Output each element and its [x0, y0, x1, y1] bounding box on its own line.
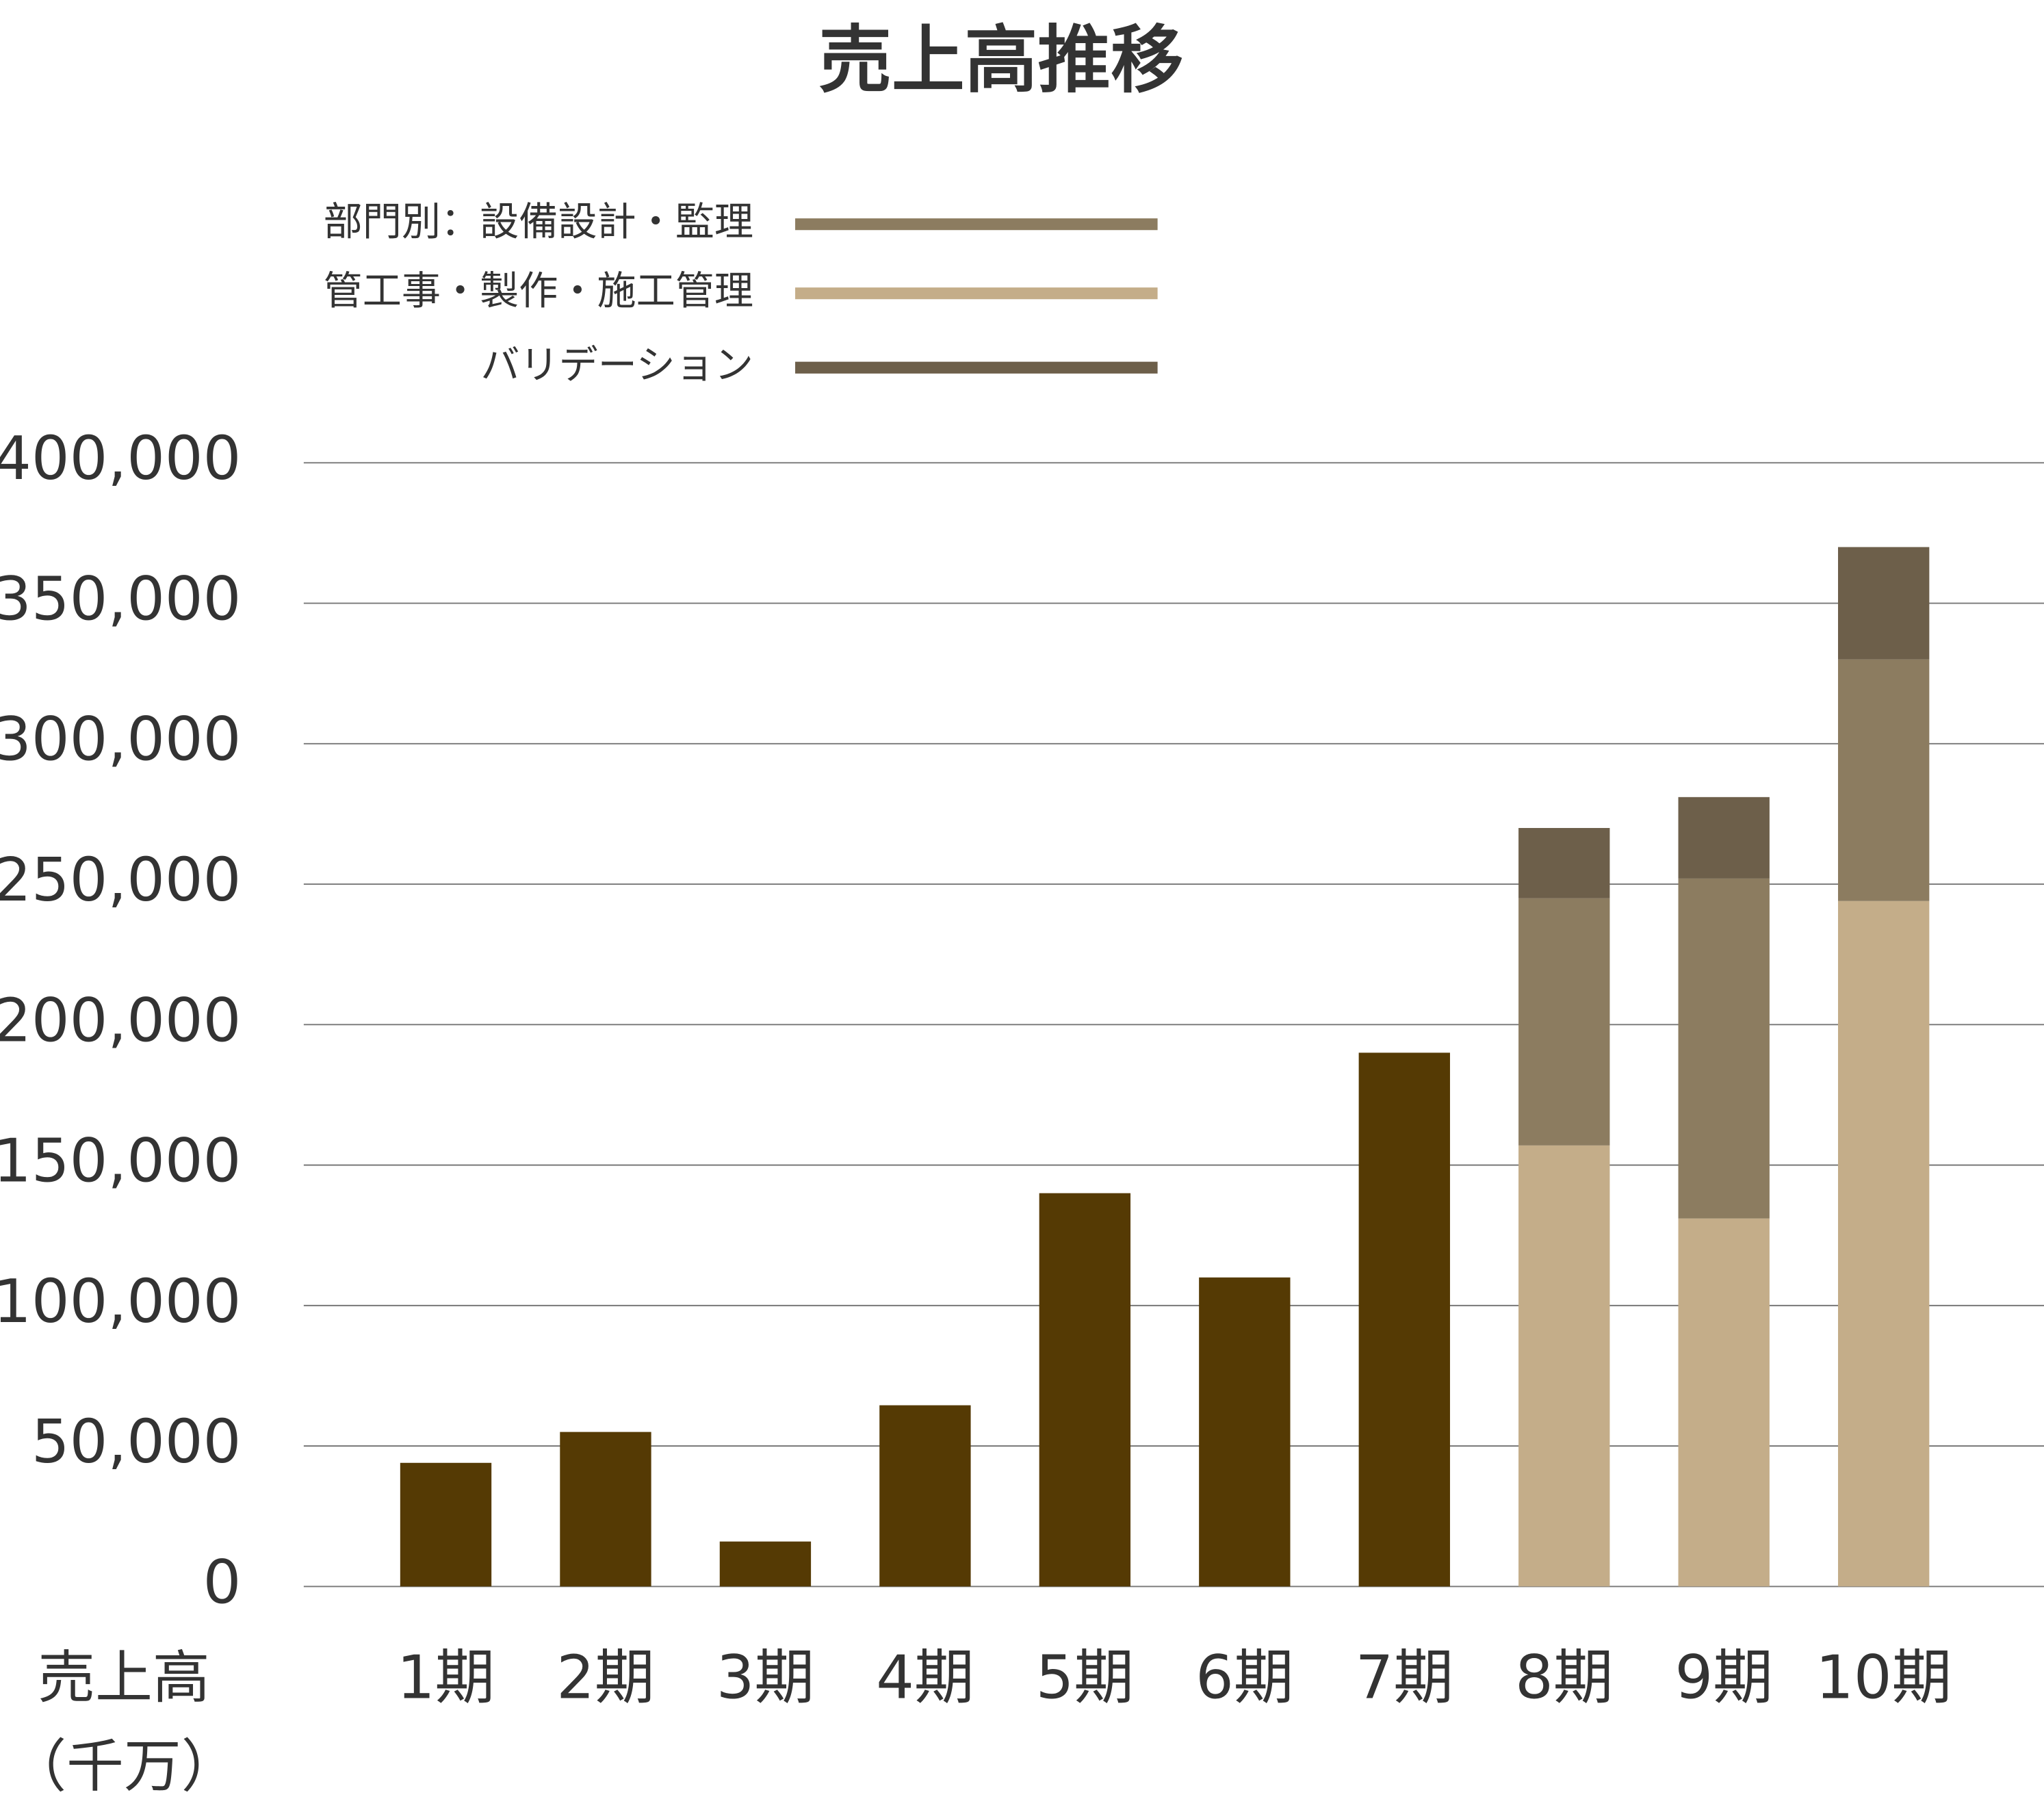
bar-segment: [1199, 1277, 1291, 1587]
bar-segment: [400, 1462, 492, 1587]
bar-segment: [1678, 878, 1770, 1219]
bar-segment: [719, 1541, 812, 1587]
y-tick-label: 0: [203, 1547, 242, 1617]
x-tick-label: 1期: [397, 1642, 495, 1712]
bar-segment: [1838, 547, 1930, 660]
bar-segment: [560, 1432, 651, 1587]
legend-label: バリデーション: [480, 343, 753, 388]
bar-segment: [1039, 1193, 1131, 1587]
bar-segment: [1678, 1218, 1770, 1587]
x-tick-label: 5期: [1036, 1642, 1134, 1712]
y-tick-label: 150,000: [0, 1126, 241, 1196]
bar-segment: [1678, 797, 1770, 879]
bar-segment: [1358, 1052, 1450, 1587]
x-tick-label: 3期: [716, 1642, 814, 1712]
y-tick-label: 50,000: [31, 1407, 242, 1477]
y-tick-label: 100,000: [0, 1267, 241, 1336]
x-tick-label: 7期: [1356, 1642, 1453, 1712]
y-axis-label: （千万）: [9, 1733, 238, 1800]
y-tick-label: 350,000: [0, 564, 241, 634]
y-tick-label: 400,000: [0, 424, 241, 493]
y-tick-label: 250,000: [0, 845, 241, 915]
y-axis-label: 売上高: [38, 1644, 209, 1711]
chart-title: 売上高推移: [818, 18, 1183, 103]
legend-label: 管工事・製作・施工管理: [324, 268, 753, 313]
bar-segment: [1838, 901, 1930, 1587]
legend-label: 部門別：設備設計・監理: [324, 199, 753, 244]
x-tick-label: 10期: [1815, 1642, 1952, 1712]
y-tick-label: 300,000: [0, 705, 241, 775]
bar-segment: [1518, 1145, 1610, 1587]
y-tick-label: 200,000: [0, 985, 241, 1055]
bar-segment: [1838, 659, 1930, 901]
x-tick-label: 4期: [876, 1642, 974, 1712]
x-tick-label: 8期: [1515, 1642, 1613, 1712]
bar-segment: [879, 1405, 971, 1587]
bar-segment: [1518, 827, 1610, 898]
x-tick-label: 6期: [1195, 1642, 1293, 1712]
x-tick-label: 2期: [556, 1642, 654, 1712]
bar-segment: [1518, 898, 1610, 1146]
x-tick-label: 9期: [1675, 1642, 1773, 1712]
